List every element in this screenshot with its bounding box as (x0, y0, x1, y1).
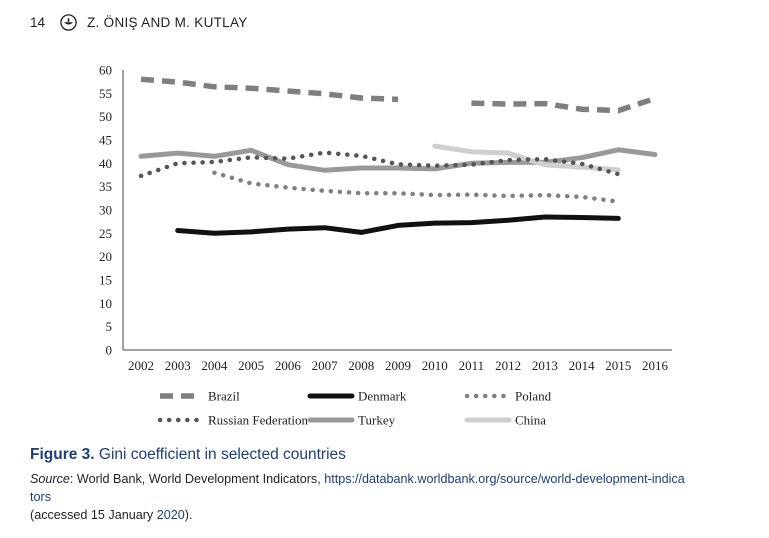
y-tick-label: 50 (99, 109, 112, 124)
x-tick-label: 2016 (642, 358, 669, 373)
x-tick-label: 2004 (201, 358, 228, 373)
series-line-brazil (140, 76, 399, 103)
source-year: 2020 (156, 508, 185, 522)
figure-caption: Figure 3. Gini coefficient in selected c… (30, 446, 750, 524)
figure-title-text: Gini coefficient in selected countries (98, 446, 346, 463)
running-head-authors: Z. ÖNIŞ AND M. KUTLAY (87, 14, 248, 30)
y-tick-label: 15 (99, 273, 112, 288)
x-tick-label: 2006 (275, 358, 302, 373)
legend-label-china: China (515, 413, 546, 428)
figure-label: Figure 3. (30, 446, 95, 463)
x-tick-label: 2014 (569, 358, 596, 373)
y-tick-label: 20 (99, 249, 112, 264)
source-link-line2[interactable]: tors (30, 490, 51, 504)
series-line-turkey (138, 147, 658, 173)
x-tick-label: 2011 (459, 358, 485, 373)
y-tick-label: 30 (99, 203, 112, 218)
source-label: Source (30, 472, 70, 486)
gini-line-chart: 0 5 10 15 20 25 30 35 40 45 50 55 60 2002 2003 2004 2005… (99, 63, 672, 428)
source-link-line1[interactable]: https://databank.worldbank.org/source/wo… (324, 472, 685, 486)
legend-label-turkey: Turkey (358, 413, 396, 428)
legend-label-poland: Poland (515, 389, 552, 404)
y-tick-label: 10 (99, 296, 112, 311)
source-end: ). (184, 508, 193, 522)
journal-logo-icon (60, 13, 77, 31)
source-link[interactable]: https://databank.worldbank.org/source/wo… (30, 472, 750, 506)
y-tick-label: 40 (99, 156, 112, 171)
series-line-poland (212, 170, 621, 204)
x-tick-label: 2009 (385, 358, 411, 373)
y-tick-label: 45 (99, 133, 112, 148)
x-tick-label: 2013 (532, 358, 558, 373)
x-tick-label: 2010 (422, 358, 448, 373)
series-line-denmark (175, 214, 621, 236)
y-tick-label: 25 (99, 226, 112, 241)
source-text: : World Bank, World Development Indicato… (69, 472, 325, 486)
running-head: 14 Z. ÖNIŞ AND M. KUTLAY (30, 12, 248, 32)
legend-label-brazil: Brazil (208, 389, 240, 404)
series-line-russian-federation (138, 150, 621, 179)
y-tick-label: 0 (106, 343, 113, 358)
legend-label-russian-federation: Russian Federation (208, 413, 309, 428)
y-tick-label: 5 (106, 319, 113, 334)
y-tick-label: 35 (99, 179, 112, 194)
y-tick-label: 60 (99, 63, 112, 78)
y-tick-label: 55 (99, 86, 112, 101)
x-tick-label: 2007 (312, 358, 339, 373)
series-line-brazil (471, 95, 656, 114)
x-tick-label: 2005 (238, 358, 264, 373)
x-tick-label: 2012 (495, 358, 521, 373)
figure-source: Source: World Bank, World Development In… (30, 470, 750, 524)
page-number: 14 (30, 14, 46, 30)
x-tick-label: 2002 (128, 358, 154, 373)
legend-label-denmark: Denmark (358, 389, 407, 404)
x-tick-label: 2015 (605, 358, 631, 373)
x-tick-label: 2003 (165, 358, 191, 373)
source-accessed: (accessed 15 January (30, 508, 157, 522)
x-tick-label: 2008 (348, 358, 374, 373)
figure-title: Figure 3. Gini coefficient in selected c… (30, 446, 750, 464)
